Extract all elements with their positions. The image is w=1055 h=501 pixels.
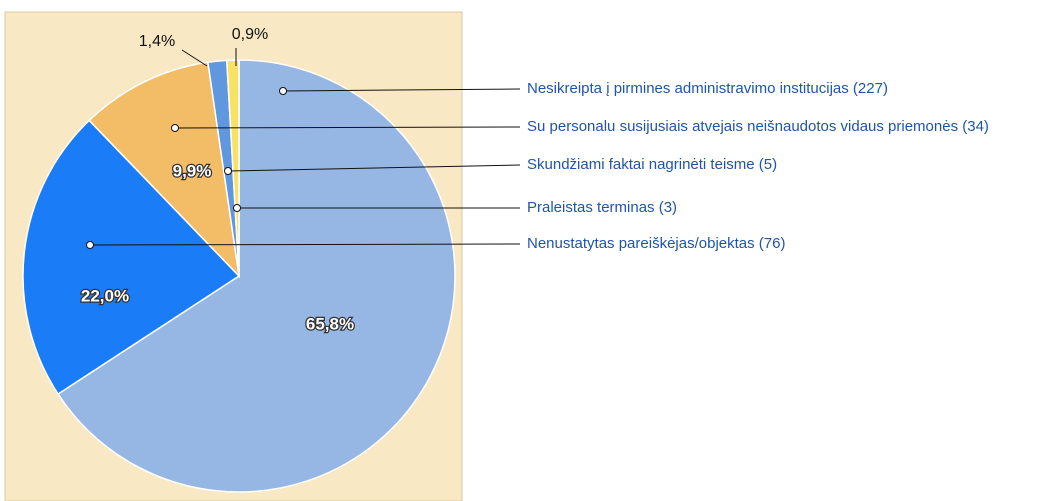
- pie-slice: [22, 119, 241, 396]
- legend-label: Nenustatytas pareiškėjas/objektas (76): [527, 235, 785, 252]
- data-label: 9,9%: [173, 161, 212, 180]
- data-label: 22,0%: [81, 286, 129, 305]
- legend-dot: [86, 241, 94, 249]
- legend-label: Praleistas terminas (3): [527, 199, 677, 216]
- legend-dot: [171, 124, 179, 132]
- legend-label: Skundžiami faktai nagrinėti teisme (5): [527, 156, 777, 173]
- legend-dot: [233, 204, 241, 212]
- legend-label: Nesikreipta į pirmines administravimo in…: [527, 80, 888, 97]
- legend-leader: [282, 88, 521, 92]
- legend-leader: [89, 243, 521, 246]
- legend-label: Su personalu susijusiais atvejais neišna…: [527, 118, 989, 135]
- pie-slice: [226, 59, 240, 277]
- legend-leader: [174, 126, 521, 129]
- pie-slice: [88, 61, 241, 279]
- legend-dot: [279, 87, 287, 95]
- data-label: 65,8%: [306, 314, 354, 333]
- legend-dot: [224, 167, 232, 175]
- legend-leader: [227, 164, 521, 172]
- data-label: 0,9%: [232, 26, 268, 43]
- data-label: 1,4%: [139, 33, 175, 50]
- label-leader: [181, 49, 208, 67]
